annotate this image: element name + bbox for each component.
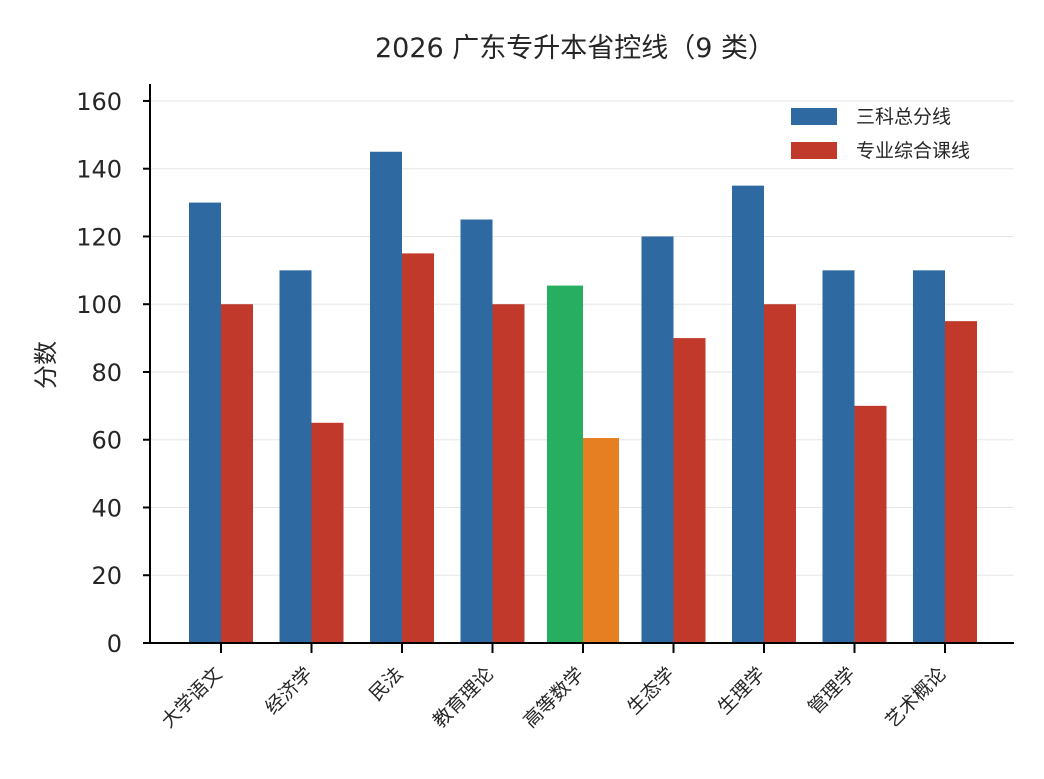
x-tick-label: 民法 xyxy=(365,663,407,705)
y-tick-label: 160 xyxy=(76,88,122,116)
bar-total-7 xyxy=(822,270,855,643)
y-tick-label: 140 xyxy=(76,156,122,184)
bar-total-6 xyxy=(732,185,764,644)
bar-total-8 xyxy=(913,270,945,643)
bar-major-7 xyxy=(854,405,887,643)
chart-title: 2026 广东专升本省控线（9 类） xyxy=(375,33,775,64)
x-tick-label: 艺术概论 xyxy=(881,663,950,732)
bar-total-2 xyxy=(370,151,402,643)
x-tick-label: 高等数学 xyxy=(519,663,588,732)
legend-label: 专业综合课线 xyxy=(856,140,970,162)
x-tick-label: 大学语文 xyxy=(157,663,226,732)
y-tick-label: 60 xyxy=(91,427,122,455)
bars xyxy=(189,151,977,644)
y-ticks: 0 20 40 60 80 100 120 140 160 xyxy=(76,88,150,658)
x-tick-label: 经济学 xyxy=(261,663,317,719)
bar-total-3 xyxy=(460,219,493,644)
x-tick-label: 教育理论 xyxy=(429,663,498,732)
bar-total-1 xyxy=(279,270,312,643)
bar-total-0 xyxy=(189,202,221,644)
x-tick-label: 管理学 xyxy=(804,663,860,719)
x-ticks: 大学语文 经济学 民法 教育理论 高等数学 生态学 生理学 管理学 艺术概论 xyxy=(157,643,951,732)
y-tick-label: 100 xyxy=(76,291,122,319)
bar-major-0 xyxy=(221,304,253,643)
y-tick-label: 20 xyxy=(91,562,122,590)
y-tick-label: 80 xyxy=(91,359,122,387)
bar-major-8 xyxy=(945,321,977,643)
bar-major-4 xyxy=(583,438,619,643)
bar-major-2 xyxy=(402,253,434,644)
legend-swatch xyxy=(791,108,837,125)
y-tick-label: 0 xyxy=(107,630,122,658)
legend-swatch xyxy=(791,142,837,159)
x-tick-label: 生理学 xyxy=(714,663,770,719)
bar-total-5 xyxy=(641,236,674,644)
y-tick-label: 120 xyxy=(76,223,122,251)
y-tick-label: 40 xyxy=(91,494,122,522)
bar-major-5 xyxy=(673,338,706,643)
bar-major-3 xyxy=(492,304,525,643)
y-axis-label: 分数 xyxy=(32,341,60,389)
bar-major-1 xyxy=(311,422,344,643)
legend-label: 三科总分线 xyxy=(856,106,951,128)
x-tick-label: 生态学 xyxy=(623,663,679,719)
bar-major-6 xyxy=(764,304,796,643)
bar-total-4 xyxy=(547,285,583,643)
